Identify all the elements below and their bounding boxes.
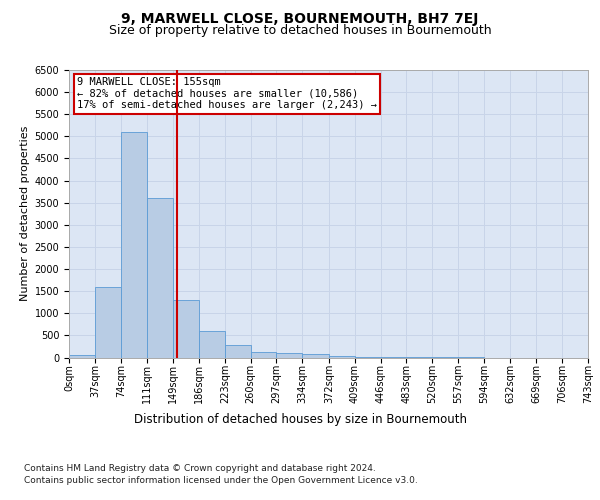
Text: Size of property relative to detached houses in Bournemouth: Size of property relative to detached ho…	[109, 24, 491, 37]
Bar	[146, 198, 173, 358]
Bar	[199, 331, 225, 357]
Text: 9, MARWELL CLOSE, BOURNEMOUTH, BH7 7EJ: 9, MARWELL CLOSE, BOURNEMOUTH, BH7 7EJ	[121, 12, 479, 26]
Bar	[302, 354, 329, 358]
Bar	[251, 352, 277, 358]
Bar	[277, 353, 302, 358]
Bar	[329, 356, 355, 358]
Text: Contains HM Land Registry data © Crown copyright and database right 2024.: Contains HM Land Registry data © Crown c…	[24, 464, 376, 473]
Bar	[69, 356, 95, 358]
Bar	[95, 286, 121, 358]
Bar	[225, 345, 251, 358]
Y-axis label: Number of detached properties: Number of detached properties	[20, 126, 31, 302]
Bar	[173, 300, 199, 358]
Text: 9 MARWELL CLOSE: 155sqm
← 82% of detached houses are smaller (10,586)
17% of sem: 9 MARWELL CLOSE: 155sqm ← 82% of detache…	[77, 77, 377, 110]
Text: Contains public sector information licensed under the Open Government Licence v3: Contains public sector information licen…	[24, 476, 418, 485]
Text: Distribution of detached houses by size in Bournemouth: Distribution of detached houses by size …	[133, 412, 467, 426]
Bar	[121, 132, 146, 358]
